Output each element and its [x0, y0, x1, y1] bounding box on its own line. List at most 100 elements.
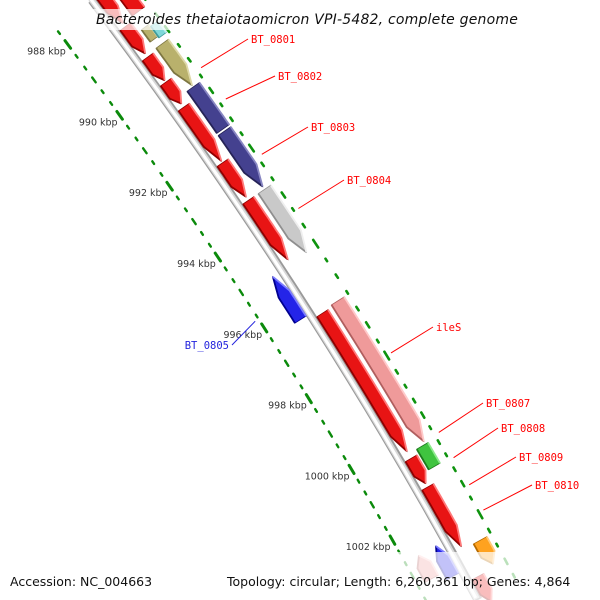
- ruler-tick-minor: [299, 384, 304, 390]
- gene-feature-highlight-edge: [253, 196, 289, 260]
- orf-dash: [270, 176, 275, 182]
- gene-feature-highlight-edge: [485, 536, 496, 564]
- gene-feature-shadow-edge: [141, 60, 165, 82]
- ruler-label-996kbp: 996 kbp: [223, 330, 262, 341]
- ruler-tick-major: [260, 322, 269, 334]
- gene-label-BT_0810: BT_0810: [535, 480, 579, 492]
- orf-dash: [219, 102, 224, 108]
- orf-dash: [468, 495, 474, 501]
- ruler-tick-minor: [56, 30, 62, 36]
- orf-dash: [428, 425, 433, 431]
- orf-dash: [403, 383, 408, 389]
- gene-label-BT_0801: BT_0801: [251, 34, 295, 46]
- ruler-tick-major: [388, 534, 397, 546]
- orf-dash: [383, 350, 391, 361]
- ruler-tick-minor: [83, 65, 88, 71]
- ruler-tick-minor: [377, 514, 381, 520]
- orf-dash: [486, 527, 492, 534]
- gene-feature-shadow-edge: [217, 134, 264, 188]
- ruler-tick-minor: [238, 288, 245, 297]
- ruler-tick-minor: [159, 171, 164, 177]
- gene-feature-highlight-edge: [416, 454, 427, 484]
- orf-dash: [394, 368, 400, 375]
- orf-dash: [495, 542, 500, 548]
- orf-dash: [334, 273, 340, 280]
- gene-feature-shadow-edge: [404, 461, 427, 485]
- gene-feature-shadow-edge: [421, 489, 462, 547]
- orf-dash: [419, 411, 426, 420]
- ruler-label-994kbp: 994 kbp: [177, 259, 216, 270]
- gene-feature-highlight-edge: [270, 184, 308, 253]
- gene-feature-highlight-edge: [138, 0, 146, 8]
- ruler-tick-minor: [327, 430, 334, 438]
- gene-label-BT_0807: BT_0807: [486, 398, 530, 410]
- gene-feature-highlight-edge: [343, 296, 425, 442]
- ruler-label-992kbp: 992 kbp: [129, 188, 168, 199]
- ruler-tick-minor: [269, 337, 274, 343]
- orf-dash: [452, 466, 457, 473]
- ruler-tick-minor: [151, 160, 156, 166]
- ruler-tick-minor: [183, 207, 189, 213]
- ruler-tick-minor: [335, 443, 340, 449]
- gene-feature-highlight-edge: [167, 38, 193, 86]
- ruler-tick-minor: [108, 100, 114, 107]
- gene-feature-highlight-edge: [272, 276, 307, 317]
- gene-feature-highlight-edge: [427, 442, 441, 464]
- gene-feature-highlight-edge: [432, 483, 463, 547]
- gene-feature-highlight-edge: [188, 102, 223, 162]
- orf-dash: [345, 289, 350, 296]
- orf-dash: [459, 479, 466, 488]
- ruler-tick-minor: [383, 525, 388, 531]
- ruler-tick-minor: [90, 76, 97, 84]
- ruler-tick-minor: [277, 348, 282, 354]
- ruler-label-1000kbp: 1000 kbp: [305, 471, 350, 482]
- gene-feature-shadow-edge: [159, 85, 182, 105]
- ruler-tick-minor: [231, 278, 236, 284]
- ruler-tick-minor: [175, 195, 180, 201]
- ruler-tick-minor: [191, 217, 197, 226]
- orf-dash: [290, 206, 296, 212]
- orf-dash: [324, 257, 329, 263]
- ruler-tick-major: [165, 180, 174, 192]
- gene-feature-shadow-edge: [330, 304, 425, 442]
- ruler-tick-minor: [100, 89, 105, 95]
- gene-feature-shadow-edge: [216, 165, 247, 198]
- footer-accession: Accession: NC_004663: [10, 574, 153, 589]
- gene-label-ileS: ileS: [436, 322, 461, 334]
- gene-label-BT_0809: BT_0809: [519, 452, 563, 464]
- gene-feature-highlight-edge: [227, 158, 247, 197]
- orf-dash: [198, 73, 204, 79]
- gene-label-BT_0805: BT_0805: [185, 340, 229, 352]
- gene-feature-shadow-edge: [177, 110, 222, 162]
- gene-feature-highlight-edge: [170, 77, 183, 104]
- label-leader-BT_0810: [483, 484, 533, 511]
- gene-label-BT_0804: BT_0804: [347, 175, 391, 187]
- label-leader-BT_0809: [468, 456, 517, 486]
- ruler-tick-minor: [321, 419, 326, 425]
- gene-feature-shadow-edge: [155, 47, 193, 86]
- gene-feature-highlight-edge: [198, 81, 230, 126]
- map-title: Bacteroides thetaiotaomicron VPI-5482, c…: [96, 12, 519, 28]
- gene-feature-highlight-edge: [327, 309, 408, 452]
- gene-feature-shadow-edge: [140, 29, 152, 43]
- footer-topology: Topology: circular; Length: 6,260,361 bp…: [227, 574, 571, 589]
- ruler-tick-minor: [134, 136, 139, 142]
- label-leader-ileS: [390, 326, 434, 354]
- gene-feature-highlight-edge: [229, 126, 264, 187]
- ruler-tick-minor: [199, 230, 205, 237]
- orf-dash: [176, 42, 182, 48]
- ruler-tick-minor: [254, 313, 259, 319]
- orf-dash: [239, 131, 244, 137]
- label-leader-BT_0803: [261, 126, 309, 155]
- ruler-label-998kbp: 998 kbp: [268, 401, 307, 412]
- ruler-tick-minor: [246, 301, 252, 307]
- label-leader-BT_0805: [231, 320, 256, 346]
- orf-dash: [186, 56, 192, 63]
- gene-feature-shadow-edge: [186, 90, 218, 134]
- ruler-tick-minor: [74, 53, 79, 59]
- orf-dash: [476, 509, 484, 520]
- ruler-tick-major: [347, 463, 356, 475]
- label-leader-BT_0807: [438, 402, 484, 433]
